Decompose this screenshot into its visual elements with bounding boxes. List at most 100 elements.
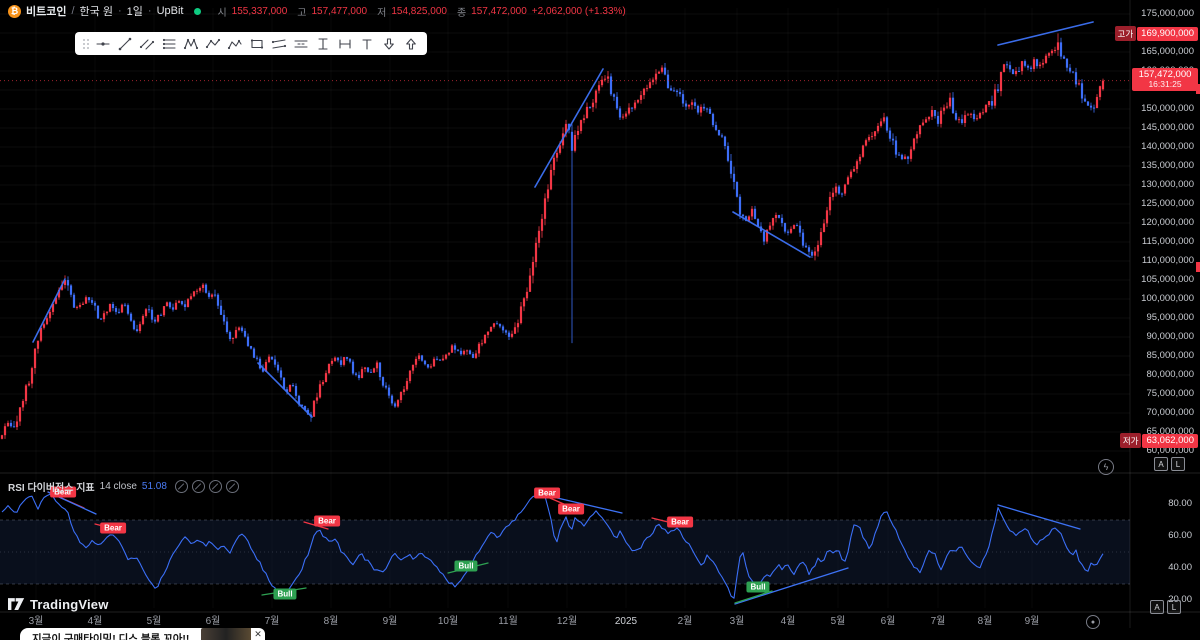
rsi-auto-scale-button[interactable]: A (1150, 600, 1164, 614)
main-scale-buttons: A L (1154, 457, 1185, 471)
xabcd-pattern-tool[interactable] (181, 34, 201, 54)
separator-dot: · (117, 5, 122, 17)
time-tick-label: 8월 (323, 616, 339, 627)
time-tick-label: 12월 (556, 616, 578, 627)
low-badge-value: 63,062,000 (1142, 433, 1198, 448)
bar-countdown: 16:31:25 (1148, 79, 1182, 89)
open-label: 시 (217, 7, 227, 19)
rsi-indicator-params: 14 close (99, 481, 137, 492)
exchange-name[interactable]: UpBit (156, 5, 184, 17)
rsi-tick-label: 20.00 (1168, 594, 1192, 605)
low-label: 저 (377, 7, 387, 19)
price-tick-label: 75,000,000 (1146, 388, 1194, 399)
rsi-tick-label: 60.00 (1168, 530, 1192, 541)
ad-popup-thumbnail[interactable] (201, 628, 251, 640)
change-value: +2,062,000 (+1.33%) (531, 5, 626, 17)
high-badge-label: 고가 (1114, 26, 1137, 41)
price-tick-label: 140,000,000 (1141, 141, 1194, 152)
rsi-tick-label: 80.00 (1168, 498, 1192, 509)
parallel-trend-tool[interactable] (137, 34, 157, 54)
price-tick-label: 175,000,000 (1141, 8, 1194, 19)
text-tool[interactable] (357, 34, 377, 54)
alert-marker[interactable] (1196, 262, 1200, 272)
last-price-badge: 157,472,000 16:31:25 (1132, 68, 1198, 91)
rectangle-tool[interactable] (247, 34, 267, 54)
time-tick-label: 8월 (977, 616, 993, 627)
arrow-down-marker-tool[interactable] (379, 34, 399, 54)
price-tick-label: 145,000,000 (1141, 122, 1194, 133)
price-tick-label: 70,000,000 (1146, 407, 1194, 418)
horizontal-line-tool[interactable] (93, 34, 113, 54)
rsi-tick-label: 40.00 (1168, 562, 1192, 573)
close-label: 종 (456, 7, 467, 19)
timezone-clock-icon[interactable]: ● (1086, 615, 1100, 629)
bull-signal-badge: Bull (273, 588, 297, 600)
time-tick-label: 9월 (1024, 616, 1040, 627)
time-tick-label: 10월 (437, 616, 459, 627)
price-tick-label: 60,000,000 (1146, 445, 1194, 456)
trend-line-tool[interactable] (115, 34, 135, 54)
rsi-log-scale-button[interactable]: L (1167, 600, 1181, 614)
arrow-up-marker-tool[interactable] (401, 34, 421, 54)
log-scale-button[interactable]: L (1171, 457, 1185, 471)
settings-icon[interactable] (191, 480, 205, 493)
time-tick-label: 5월 (830, 616, 846, 627)
rsi-scale-buttons: A L (1150, 600, 1181, 614)
date-range-tool[interactable] (335, 34, 355, 54)
more-icon[interactable] (225, 480, 239, 493)
zigzag-abcd-tool[interactable] (225, 34, 245, 54)
low-price-badge: 저가 63,062,000 (1119, 433, 1198, 448)
high-price-badge: 고가 169,900,000 (1114, 26, 1198, 41)
time-tick-label: 3월 (729, 616, 745, 627)
drawing-toolbar[interactable] (75, 32, 427, 55)
bear-signal-badge: Bear (667, 516, 693, 528)
flat-channel-tool[interactable] (291, 34, 311, 54)
tradingview-logo-text: TradingView (30, 597, 109, 612)
symbol-market[interactable]: 한국 원 (79, 6, 113, 18)
time-tick-label: 3월 (28, 616, 44, 627)
last-price-value: 157,472,000 (1138, 69, 1192, 80)
time-tick-label: 4월 (87, 616, 103, 627)
time-tick-label: 2025 (614, 616, 638, 627)
interval-selector[interactable]: 1일 (126, 6, 143, 18)
time-tick-label: 2월 (677, 616, 693, 627)
time-tick-label: 9월 (382, 616, 398, 627)
time-tick-label: 4월 (780, 616, 796, 627)
price-tick-label: 165,000,000 (1141, 46, 1194, 57)
ad-popup-close-icon[interactable]: ✕ (251, 628, 265, 640)
price-tick-label: 115,000,000 (1141, 236, 1194, 247)
high-value: 157,477,000 (311, 5, 368, 17)
quick-action-icon[interactable]: ϟ (1098, 459, 1114, 475)
chart-header: ₿ 비트코인 / 한국 원 · 1일 · UpBit 시 155,337,000… (8, 3, 626, 19)
source-icon[interactable] (208, 480, 222, 493)
toolbar-drag-handle[interactable] (81, 34, 91, 54)
symbol-name[interactable]: 비트코인 (26, 6, 67, 18)
bear-signal-badge: Bear (558, 503, 584, 515)
parallel-channel-tool[interactable] (269, 34, 289, 54)
tradingview-logo[interactable]: TradingView (8, 597, 109, 612)
ad-popup[interactable]: 지금이 구매타이밍! 디스 블록 꼬아!! ✕ (20, 628, 265, 640)
time-tick-label: 6월 (880, 616, 896, 627)
bear-signal-badge: Bear (50, 486, 76, 498)
time-tick-label: 7월 (930, 616, 946, 627)
low-badge-label: 저가 (1119, 433, 1142, 448)
zigzag-abc-tool[interactable] (203, 34, 223, 54)
rsi-indicator-header: RSI 다이버전스 지표 14 close 51.08 (8, 479, 239, 494)
high-label: 고 (297, 7, 307, 19)
horizontal-rays-tool[interactable] (159, 34, 179, 54)
auto-scale-button[interactable]: A (1154, 457, 1168, 471)
separator-dot: · (147, 5, 152, 17)
price-tick-label: 80,000,000 (1146, 369, 1194, 380)
price-tick-label: 120,000,000 (1141, 217, 1194, 228)
price-tick-label: 100,000,000 (1141, 293, 1194, 304)
visibility-icon[interactable] (174, 480, 188, 493)
price-range-tool[interactable] (313, 34, 333, 54)
alert-marker[interactable] (1196, 84, 1200, 94)
bear-signal-badge: Bear (534, 487, 560, 499)
bitcoin-icon: ₿ (8, 4, 21, 18)
open-value: 155,337,000 (231, 5, 288, 17)
bear-signal-badge: Bear (314, 515, 340, 527)
rsi-indicator-title[interactable]: RSI 다이버전스 지표 (8, 483, 95, 494)
